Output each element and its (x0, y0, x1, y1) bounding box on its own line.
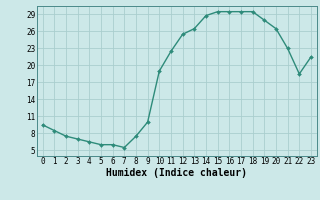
X-axis label: Humidex (Indice chaleur): Humidex (Indice chaleur) (106, 168, 247, 178)
